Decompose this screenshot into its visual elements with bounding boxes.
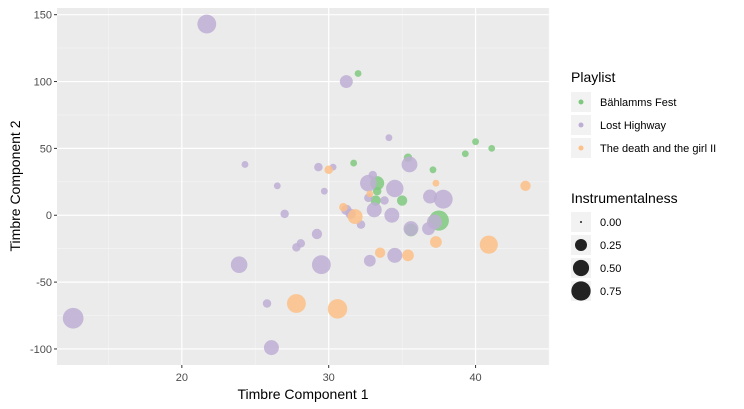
size-legend-swatch <box>571 281 591 301</box>
data-point <box>363 254 376 267</box>
data-point <box>368 170 377 180</box>
data-point <box>401 156 418 173</box>
data-point <box>366 190 374 198</box>
data-point <box>372 186 382 196</box>
y-axis: -100 -50 0 50 100 150 <box>30 10 57 356</box>
data-point <box>520 180 531 191</box>
data-point <box>273 182 281 190</box>
legend-key-swatch <box>578 122 584 128</box>
data-point <box>311 255 331 275</box>
x-tick-label: 40 <box>469 372 481 384</box>
playlist-legend-title: Playlist <box>571 69 615 85</box>
instrumentalness-legend-title: Instrumentalness <box>571 190 678 206</box>
data-point <box>339 202 348 212</box>
data-point <box>314 162 323 172</box>
data-point <box>380 196 389 205</box>
size-legend-label: 0.75 <box>600 286 621 298</box>
data-point <box>386 179 404 198</box>
data-point <box>423 189 438 204</box>
data-point <box>339 75 353 89</box>
data-point <box>324 165 333 175</box>
y-tick-label: -50 <box>36 277 52 289</box>
data-point <box>292 243 301 252</box>
x-axis: 20 30 40 <box>176 365 482 384</box>
legend-label: Bählamms Fest <box>600 97 676 109</box>
data-point <box>433 189 453 209</box>
data-point <box>280 209 289 219</box>
y-tick-label: 0 <box>46 210 52 222</box>
y-axis-title: Timbre Component 2 <box>7 120 23 251</box>
data-point <box>430 236 442 248</box>
data-point <box>311 228 323 240</box>
data-point <box>488 144 496 152</box>
legend-key-swatch <box>578 145 584 151</box>
data-point <box>426 214 442 230</box>
data-point <box>62 307 84 329</box>
data-point <box>461 150 469 158</box>
data-point <box>429 166 437 174</box>
data-point <box>350 159 358 167</box>
data-point <box>403 221 419 237</box>
legend-label: The death and the girl II <box>600 143 716 155</box>
data-point <box>320 187 328 195</box>
size-legend-swatch <box>572 259 590 277</box>
x-tick-label: 20 <box>176 372 188 384</box>
data-point <box>262 299 272 308</box>
data-point <box>354 70 362 77</box>
size-legend-label: 0.50 <box>600 263 621 275</box>
data-point <box>347 209 363 225</box>
size-legend-label: 0.25 <box>600 240 621 252</box>
legend-label: Lost Highway <box>600 120 667 132</box>
y-tick-label: 150 <box>34 10 52 22</box>
data-point <box>327 299 348 319</box>
data-point <box>472 138 479 146</box>
data-points <box>62 14 531 356</box>
playlist-legend: Playlist Bählamms Fest Lost Highway The de… <box>571 69 716 158</box>
data-point <box>241 161 249 168</box>
data-point <box>385 134 393 142</box>
data-point <box>286 294 306 313</box>
y-tick-label: -100 <box>30 344 52 356</box>
data-point <box>402 249 414 262</box>
y-tick-label: 100 <box>34 77 52 89</box>
data-point <box>366 202 382 218</box>
data-point <box>384 207 400 223</box>
legend-key-swatch <box>578 99 584 105</box>
data-point <box>432 179 440 187</box>
x-axis-title: Timbre Component 1 <box>238 386 369 402</box>
data-point <box>230 256 248 274</box>
data-point <box>396 195 408 206</box>
instrumentalness-legend: Instrumentalness 0.00 0.25 0.50 0.75 <box>571 190 678 301</box>
data-point <box>197 14 217 34</box>
size-legend-swatch <box>575 239 587 251</box>
data-point <box>374 247 386 258</box>
x-tick-label: 30 <box>323 372 335 384</box>
size-legend-label: 0.00 <box>600 217 621 229</box>
size-legend-swatch <box>580 221 582 223</box>
data-point <box>387 247 403 263</box>
data-point <box>263 340 279 356</box>
data-point <box>479 235 498 254</box>
y-tick-label: 50 <box>40 143 52 155</box>
